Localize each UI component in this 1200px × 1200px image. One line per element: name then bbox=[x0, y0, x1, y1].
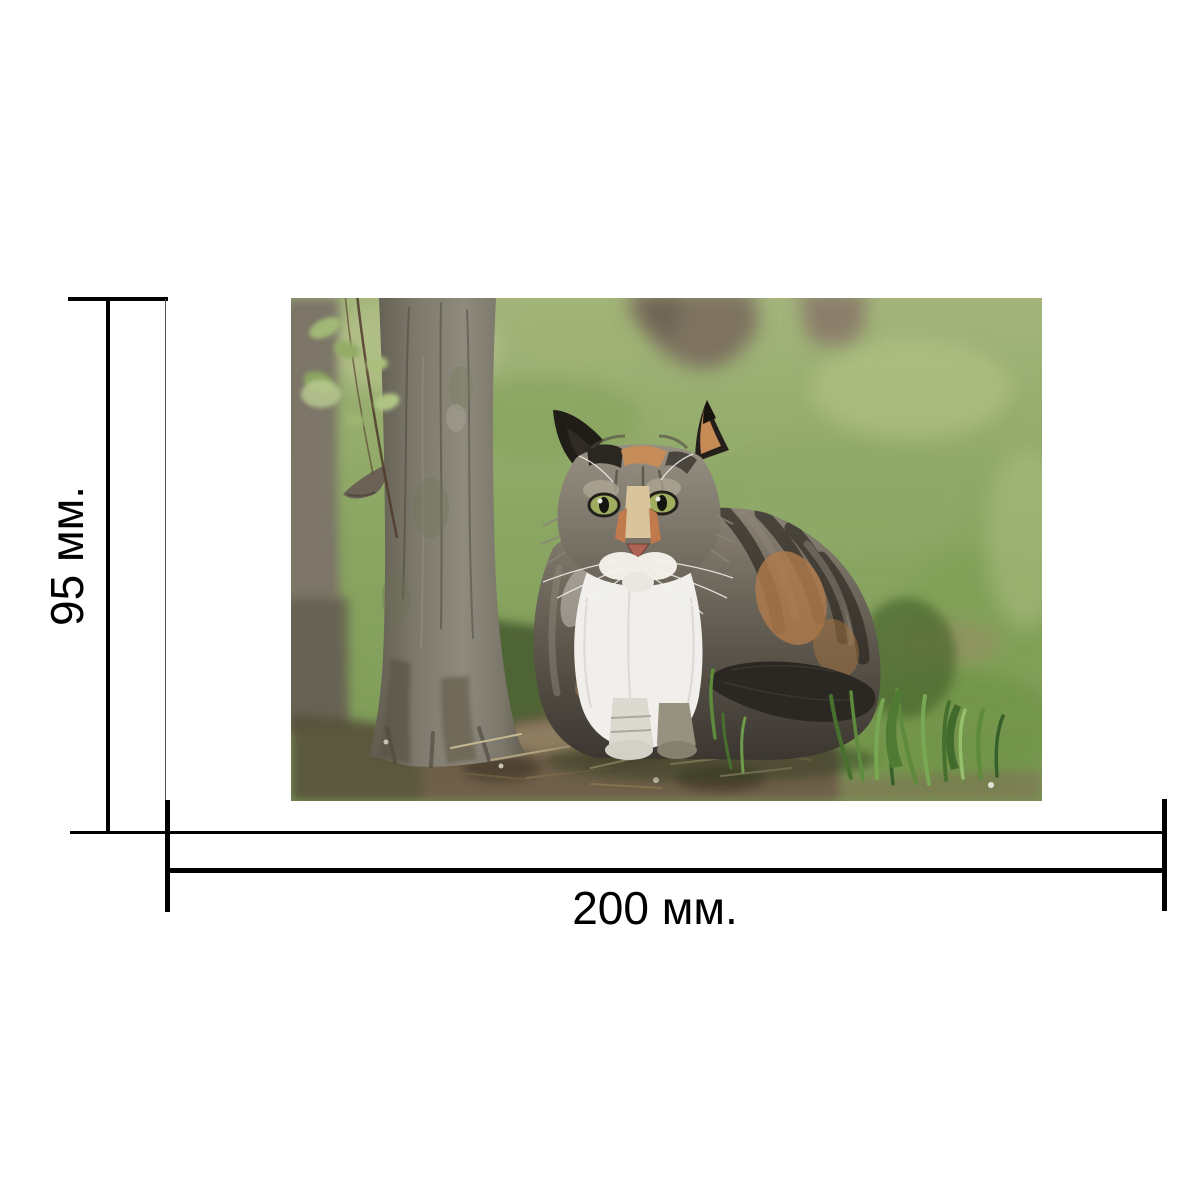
vine-leaves bbox=[301, 298, 400, 539]
cat-eyes bbox=[587, 490, 679, 518]
cat-chest bbox=[574, 541, 703, 750]
foreground-grass bbox=[383, 668, 1005, 788]
height-dimension-top-tick bbox=[68, 297, 168, 301]
height-dimension-label: 95 мм. bbox=[41, 486, 93, 626]
width-dimension-label: 200 мм. bbox=[572, 882, 738, 934]
branch-stub bbox=[343, 466, 387, 499]
left-blurry-trunk bbox=[291, 298, 349, 732]
cat-front-legs bbox=[605, 698, 697, 760]
cat-whiskers bbox=[542, 453, 734, 615]
height-dimension-line bbox=[106, 297, 110, 834]
cat-head bbox=[540, 400, 736, 615]
width-dimension-left-tick bbox=[165, 800, 170, 912]
width-dimension-right-tick bbox=[1162, 799, 1167, 911]
background-tree-trunks bbox=[629, 298, 867, 369]
left-extension-line bbox=[165, 299, 166, 800]
cat bbox=[533, 400, 881, 760]
product-photo bbox=[291, 298, 1042, 801]
height-dimension-bottom-tick bbox=[70, 831, 1167, 834]
tree-trunk bbox=[343, 298, 527, 768]
width-dimension-line bbox=[167, 868, 1167, 873]
